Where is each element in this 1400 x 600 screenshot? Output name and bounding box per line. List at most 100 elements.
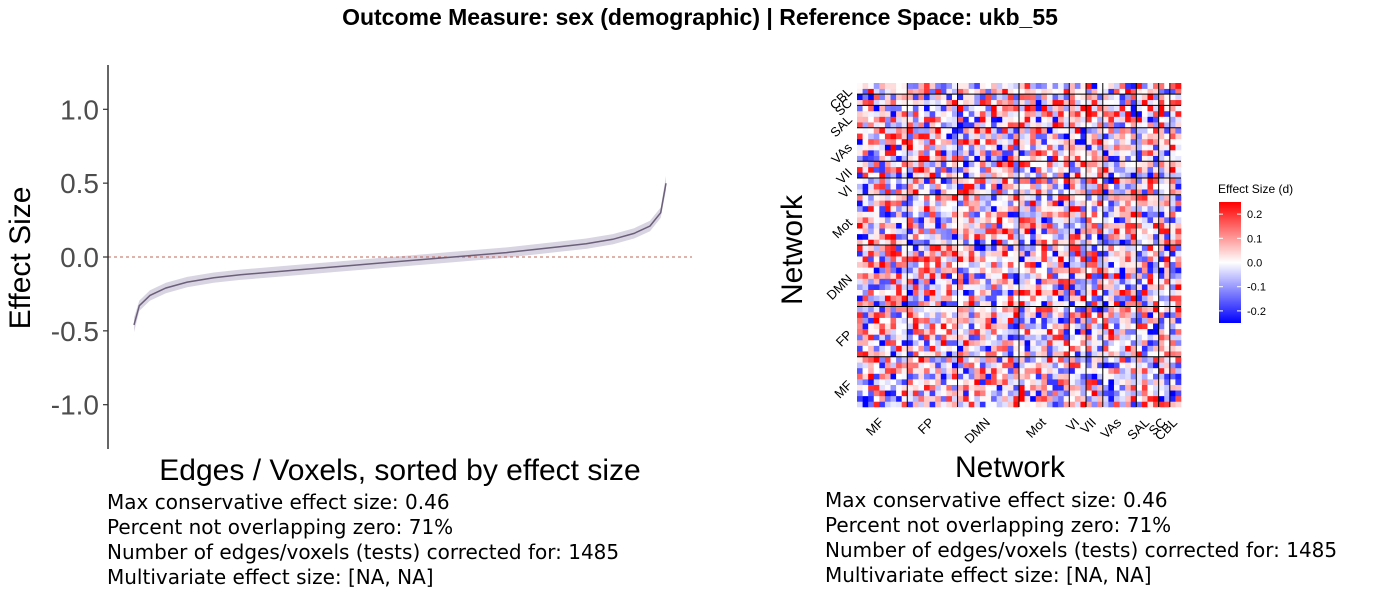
heatmap-cell bbox=[1046, 228, 1053, 235]
heatmap-cell bbox=[873, 166, 880, 173]
heatmap-cell bbox=[1175, 138, 1182, 145]
heatmap-cell bbox=[873, 83, 880, 89]
heatmap-cell bbox=[996, 211, 1003, 218]
heatmap-cell bbox=[1019, 239, 1025, 246]
heatmap-cell bbox=[1063, 161, 1070, 168]
heatmap-cell bbox=[918, 172, 925, 179]
heatmap-cell bbox=[991, 133, 997, 140]
heatmap-cell bbox=[1097, 289, 1104, 296]
heatmap-cell bbox=[862, 362, 869, 369]
heatmap-cell bbox=[1113, 200, 1120, 207]
heatmap-cell bbox=[857, 144, 863, 151]
heatmap-cell bbox=[901, 334, 908, 341]
heatmap-cell bbox=[907, 228, 914, 235]
heatmap-cell bbox=[1130, 317, 1137, 324]
heatmap-cell bbox=[1130, 373, 1137, 380]
heatmap-cell bbox=[924, 395, 930, 402]
heatmap-cell bbox=[1141, 233, 1148, 240]
effect-size-curve bbox=[133, 183, 667, 326]
heatmap-cell bbox=[979, 362, 986, 369]
heatmap-cell bbox=[1102, 94, 1109, 101]
heatmap-cell bbox=[1158, 295, 1165, 302]
network-boundary-lines bbox=[857, 83, 1181, 407]
heatmap-cell bbox=[873, 289, 880, 296]
heatmap-cell bbox=[1086, 155, 1092, 162]
heatmap-cell bbox=[929, 401, 936, 408]
heatmap-cell bbox=[974, 155, 981, 162]
heatmap-cell bbox=[985, 105, 992, 112]
heatmap-cell bbox=[985, 328, 992, 335]
heatmap-cell bbox=[879, 116, 886, 123]
heatmap-cell bbox=[1164, 172, 1171, 179]
heatmap-cell bbox=[985, 166, 992, 173]
heatmap-cell bbox=[1136, 295, 1143, 302]
heatmap-cell bbox=[1052, 177, 1059, 184]
heatmap-cell bbox=[929, 267, 936, 274]
heatmap-cell bbox=[985, 356, 992, 363]
heatmap-cell bbox=[1074, 295, 1081, 302]
heatmap-cell bbox=[1153, 217, 1159, 223]
heatmap-cell bbox=[918, 144, 925, 151]
heatmap-cell bbox=[1147, 189, 1154, 196]
heatmap-cell bbox=[951, 183, 958, 190]
heatmap-cell bbox=[1019, 177, 1025, 184]
heatmap-cell bbox=[963, 256, 970, 263]
heatmap-cell bbox=[957, 94, 964, 101]
heatmap-cell bbox=[912, 250, 919, 257]
heatmap-cell bbox=[1125, 183, 1132, 190]
heatmap-cell bbox=[918, 217, 925, 223]
heatmap-cell bbox=[979, 99, 986, 106]
heatmap-cell bbox=[968, 122, 975, 128]
heatmap-cell bbox=[918, 367, 925, 374]
heatmap-cell bbox=[879, 317, 886, 324]
heatmap-cell bbox=[1058, 172, 1064, 179]
heatmap-cell bbox=[862, 256, 869, 263]
heatmap-cell bbox=[912, 155, 919, 162]
heatmap-cell bbox=[996, 110, 1003, 117]
heatmap-cell bbox=[879, 138, 886, 145]
heatmap-cell bbox=[1063, 144, 1070, 151]
heatmap-cell bbox=[1136, 239, 1143, 246]
heatmap-cell bbox=[929, 351, 936, 358]
heatmap-cell bbox=[924, 166, 930, 173]
heatmap-cell bbox=[974, 211, 981, 218]
heatmap-cell bbox=[991, 351, 997, 358]
heatmap-cell bbox=[946, 401, 953, 408]
heatmap-cell bbox=[1080, 295, 1087, 302]
heatmap-cell bbox=[991, 328, 997, 335]
heatmap-cell bbox=[985, 373, 992, 380]
heatmap-cell bbox=[896, 239, 902, 246]
heatmap-cell bbox=[918, 150, 925, 156]
heatmap-cell bbox=[1007, 289, 1014, 296]
heatmap-cell bbox=[857, 272, 863, 279]
heatmap-cell bbox=[924, 245, 930, 251]
heatmap-cell bbox=[884, 88, 891, 95]
heatmap-cell bbox=[1113, 300, 1120, 307]
heatmap-cell bbox=[1086, 367, 1092, 374]
heatmap-cell bbox=[1091, 83, 1098, 89]
heatmap-cell bbox=[951, 222, 958, 229]
heatmap-cell bbox=[873, 217, 880, 223]
heatmap-cell bbox=[963, 395, 970, 402]
heatmap-cell bbox=[879, 105, 886, 112]
heatmap-cell bbox=[1019, 390, 1025, 397]
heatmap-cell bbox=[879, 300, 886, 307]
heatmap-cell bbox=[918, 94, 925, 101]
heatmap-cell bbox=[1141, 161, 1148, 168]
heatmap-cell bbox=[1058, 83, 1064, 89]
heatmap-cell bbox=[940, 105, 947, 112]
heatmap-cell bbox=[1153, 278, 1159, 285]
stats-right: Max conservative effect size: 0.46 Perce… bbox=[825, 488, 1337, 588]
heatmap-cell bbox=[974, 217, 981, 223]
heatmap-cell bbox=[935, 94, 942, 101]
heatmap-cell bbox=[884, 323, 891, 330]
heatmap-cell bbox=[946, 233, 953, 240]
heatmap-cell bbox=[991, 127, 997, 134]
heatmap-cell bbox=[1002, 295, 1009, 302]
heatmap-cell bbox=[868, 200, 875, 207]
heatmap-cell bbox=[884, 367, 891, 374]
heatmap-cell bbox=[963, 88, 970, 95]
heatmap-cell bbox=[1069, 200, 1076, 207]
heatmap-cell bbox=[1158, 166, 1165, 173]
heatmap-cell bbox=[951, 390, 958, 397]
